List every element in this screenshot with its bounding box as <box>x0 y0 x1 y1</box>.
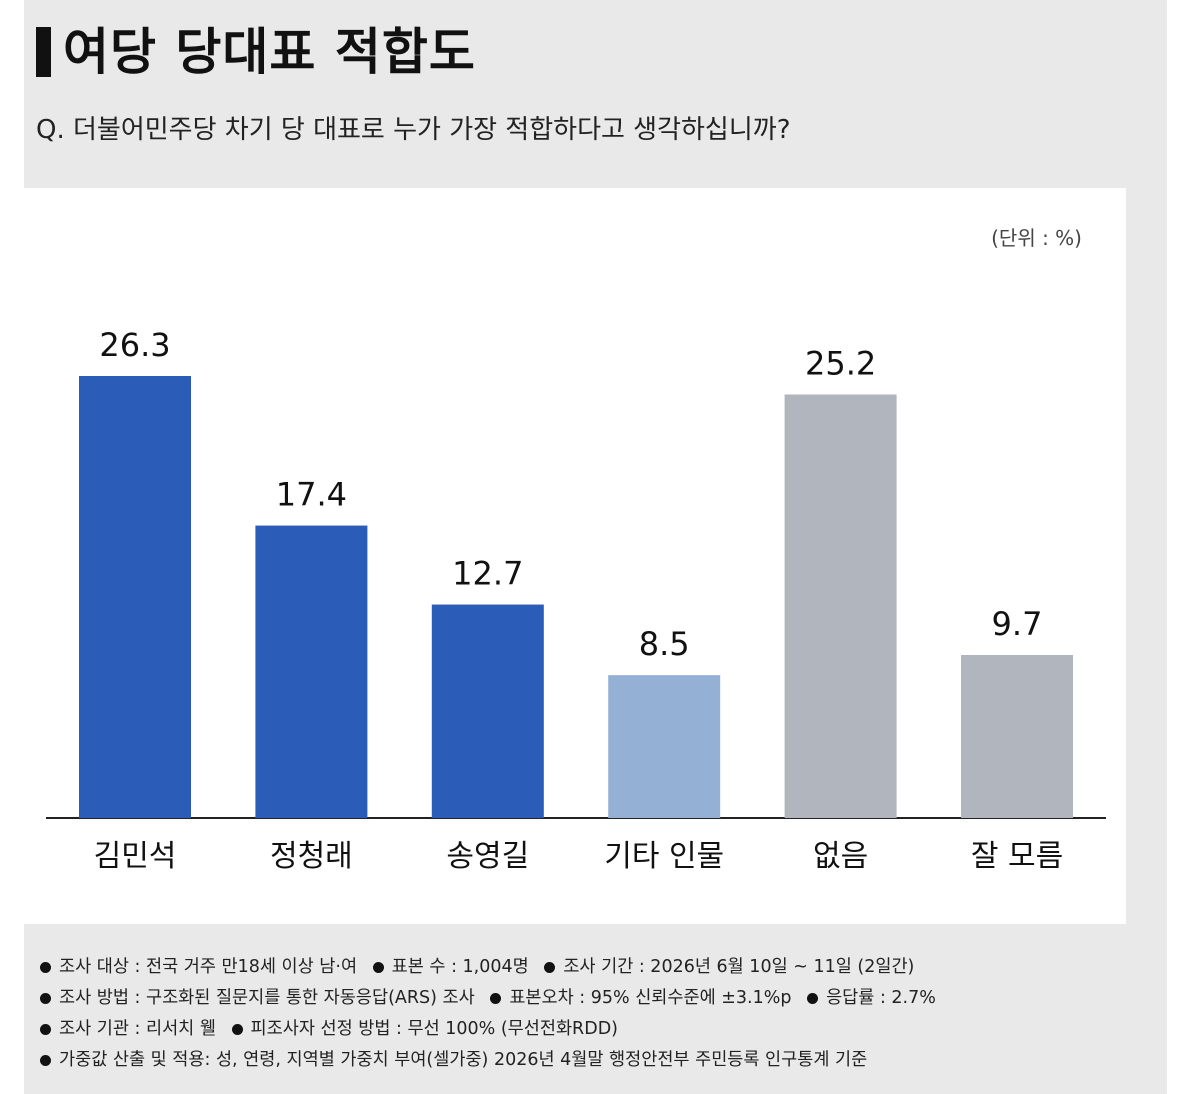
survey-notes: 조사 대상 : 전국 거주 만18세 이상 남·여 표본 수 : 1,004명 … <box>40 952 1130 1076</box>
note-line-4: 가중값 산출 및 적용: 성, 연령, 지역별 가중치 부여(셀가중) 2026… <box>40 1045 1130 1076</box>
note-selection-method: 피조사자 선정 방법 : 무선 100% (무선전화RDD) <box>250 1019 618 1039</box>
chart-card: (단위 : %) 26.3 김민석 17.4 정청래 12.7 송영길 8.5 기타 인물 25… <box>20 188 1126 924</box>
category-label-5: 잘 모름 <box>971 839 1063 874</box>
title-bar-marker <box>36 27 51 77</box>
survey-question: Q. 더불어민주당 차기 당 대표로 누가 가장 적합하다고 생각하십니까? <box>36 115 791 145</box>
note-sample-size: 표본 수 : 1,004명 <box>391 957 529 977</box>
category-label-0: 김민석 <box>94 839 177 874</box>
bullet-icon <box>807 992 819 1004</box>
note-weighting: 가중값 산출 및 적용: 성, 연령, 지역별 가중치 부여(셀가중) 2026… <box>59 1050 868 1070</box>
bullet-icon <box>231 1023 243 1035</box>
note-survey-target: 조사 대상 : 전국 거주 만18세 이상 남·여 <box>59 957 358 977</box>
bar-5 <box>961 654 1073 818</box>
bullet-icon <box>40 961 51 973</box>
bullet-icon <box>544 961 556 973</box>
bar-2 <box>431 604 544 818</box>
note-survey-method: 조사 방법 : 구조화된 질문지를 통한 자동응답(ARS) 조사 <box>59 988 475 1008</box>
title-text: 여당 당대표 적합도 <box>63 23 476 81</box>
category-label-4: 없음 <box>813 839 868 874</box>
value-label-1: 17.4 <box>276 476 347 514</box>
note-survey-period: 조사 기간 : 2026년 6월 10일 ~ 11일 (2일간) <box>563 957 915 977</box>
bullet-icon <box>490 992 502 1004</box>
note-response-rate: 응답률 : 2.7% <box>826 988 936 1008</box>
category-label-2: 송영길 <box>446 839 529 874</box>
note-survey-agency: 조사 기관 : 리서치 웰 <box>59 1019 216 1039</box>
value-label-5: 9.7 <box>992 605 1043 643</box>
note-line-3: 조사 기관 : 리서치 웰 피조사자 선정 방법 : 무선 100% (무선전화… <box>40 1014 1130 1045</box>
value-label-3: 8.5 <box>639 625 690 663</box>
category-label-3: 기타 인물 <box>604 839 724 874</box>
note-sampling-error: 표본오차 : 95% 신뢰수준에 ±3.1%p <box>509 988 792 1008</box>
note-line-2: 조사 방법 : 구조화된 질문지를 통한 자동응답(ARS) 조사 표본오차 :… <box>40 983 1130 1014</box>
note-line-1: 조사 대상 : 전국 거주 만18세 이상 남·여 표본 수 : 1,004명 … <box>40 952 1130 983</box>
value-label-2: 12.7 <box>452 555 523 593</box>
category-label-1: 정청래 <box>270 839 353 874</box>
bar-3 <box>608 675 721 818</box>
unit-label: (단위 : %) <box>991 226 1082 250</box>
bar-1 <box>255 525 368 818</box>
bullet-icon <box>40 1023 51 1035</box>
bar-4 <box>784 394 897 818</box>
page-title: 여당 당대표 적합도 <box>36 22 476 82</box>
value-label-4: 25.2 <box>805 344 876 382</box>
bar-chart: 26.3 김민석 17.4 정청래 12.7 송영길 8.5 기타 인물 25.2 없음 9.7 잘 … <box>46 326 1106 874</box>
bar-0 <box>79 376 191 818</box>
value-label-0: 26.3 <box>99 326 170 364</box>
bullet-icon <box>372 961 384 973</box>
bullet-icon <box>40 1054 51 1066</box>
bullet-icon <box>40 992 51 1004</box>
